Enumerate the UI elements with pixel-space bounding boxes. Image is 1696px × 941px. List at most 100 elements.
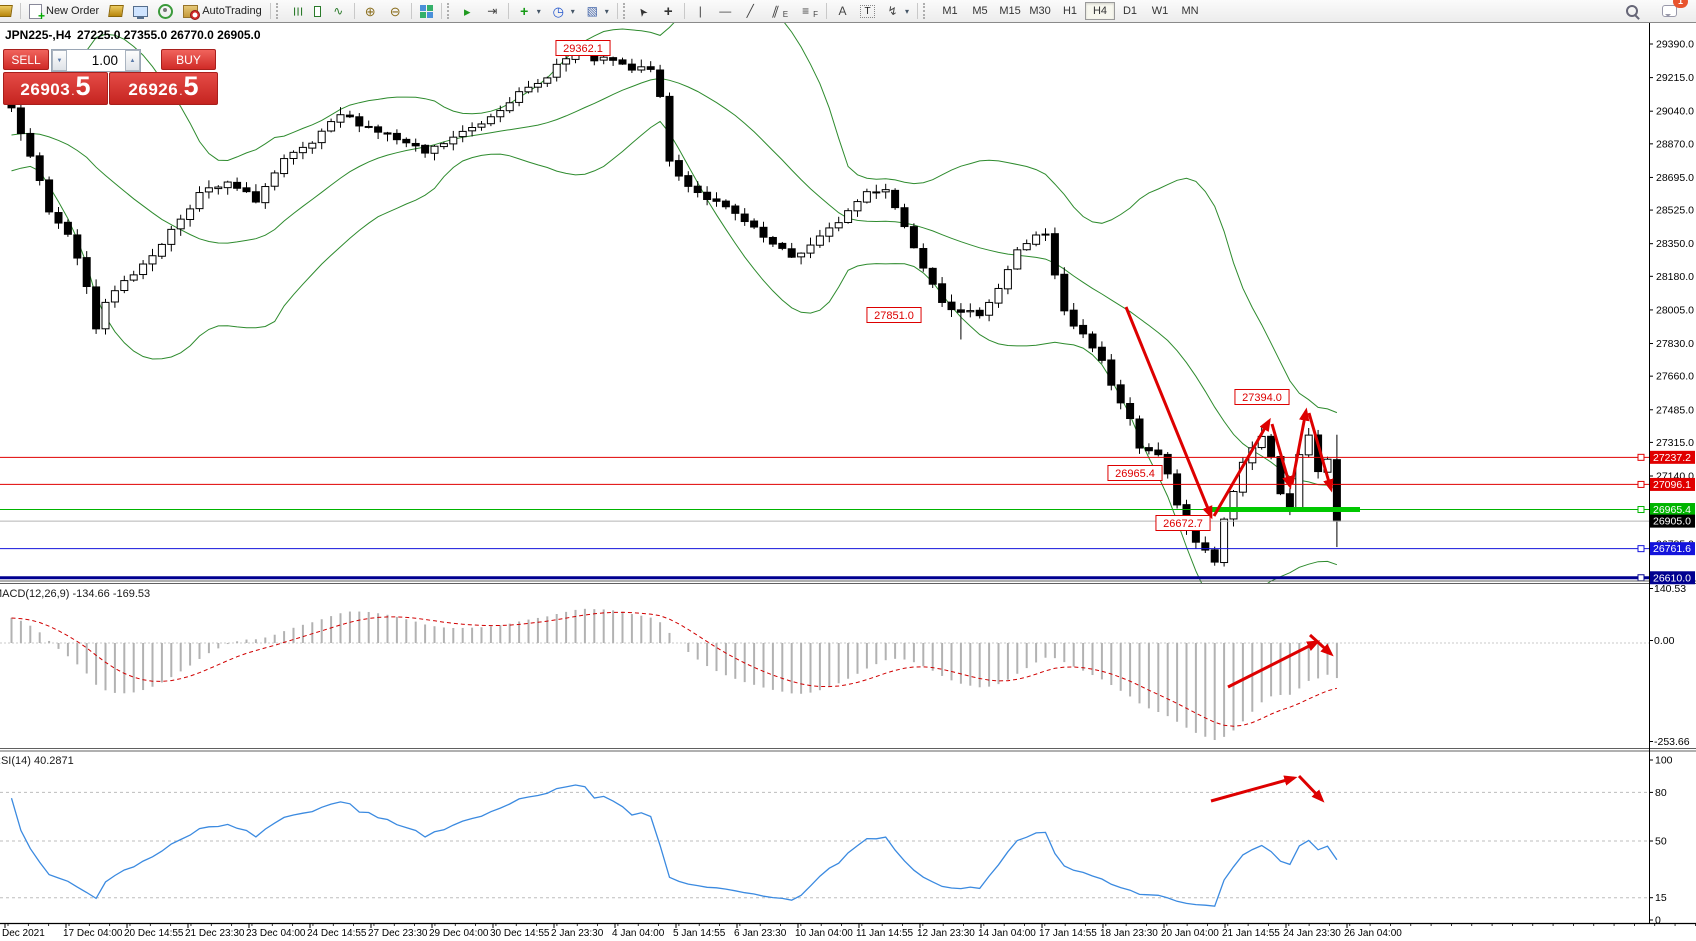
toolbar-buttons: New OrderAutoTrading☰∿⊕⊖▸⇥+▾◷▾▧▾➤+|—╱∥E≡… <box>0 1 931 23</box>
candle <box>938 283 947 303</box>
templates-button[interactable]: ▧ ▾ <box>580 1 614 21</box>
tf-button-m15[interactable]: M15 <box>995 2 1025 20</box>
new-order-button[interactable]: New Order <box>24 1 104 23</box>
candle <box>731 205 740 214</box>
annotation-box[interactable] <box>555 40 611 56</box>
candle <box>298 146 307 154</box>
zoom-in-icon[interactable]: ⊕ <box>358 1 383 21</box>
trend-arrow[interactable] <box>1210 775 1298 803</box>
trend-arrow[interactable] <box>1297 774 1325 803</box>
candle <box>872 191 881 194</box>
candle <box>1210 549 1219 563</box>
horizontal-line-icon[interactable]: — <box>713 1 738 21</box>
autotrading-button[interactable]: AutoTrading <box>178 1 267 21</box>
volume-increase-button[interactable]: ▲ <box>125 50 140 71</box>
trend-arrow[interactable] <box>1307 412 1334 493</box>
tf-button-d1[interactable]: D1 <box>1115 2 1145 20</box>
tf-button-h4[interactable]: H4 <box>1085 2 1116 20</box>
volume-box: ▼ ▲ <box>51 49 141 72</box>
tf-button-h1[interactable]: H1 <box>1055 2 1085 20</box>
periods-button[interactable]: ◷ ▾ <box>546 1 580 21</box>
arrows-tool-button[interactable]: ↯ ▾ <box>880 1 914 21</box>
text-icon[interactable]: A <box>830 1 855 21</box>
virtual-hosting-icon[interactable] <box>128 1 153 21</box>
buy-price-quote[interactable]: 26926. 5 <box>109 72 218 105</box>
equidistant-channel-icon[interactable]: ∥ E <box>763 1 793 21</box>
price-marker-box <box>1650 514 1695 528</box>
candle <box>1032 234 1041 245</box>
crosshair-icon[interactable]: + <box>656 1 681 21</box>
annotation-box[interactable] <box>1155 515 1211 531</box>
toolbar-grip <box>446 3 453 19</box>
candle <box>45 179 54 213</box>
candle <box>909 226 918 249</box>
trend-arrow[interactable] <box>1308 633 1334 657</box>
annotation-box[interactable] <box>1107 465 1163 481</box>
new-order-button-label: New Order <box>46 5 100 17</box>
tf-button-m30[interactable]: M30 <box>1025 2 1055 20</box>
metaeditor-icon[interactable] <box>104 1 128 21</box>
vertical-line-icon[interactable]: | <box>688 1 713 21</box>
cursor-icon[interactable]: ➤ <box>631 1 656 21</box>
tf-button-w1[interactable]: W1 <box>1145 2 1175 20</box>
toolbar-grip <box>275 3 282 19</box>
chart-window-icon[interactable] <box>0 1 17 21</box>
fibonacci-icon[interactable]: ≡ F <box>793 1 823 21</box>
buy-price-pips: 5 <box>183 71 199 101</box>
auto-scroll-icon[interactable]: ▸ <box>455 1 480 21</box>
candle <box>956 309 965 313</box>
signals-icon[interactable] <box>153 1 178 21</box>
price-tick-label: 28870.0 <box>1656 138 1694 150</box>
fibonacci-icon-icon: ≡ <box>802 3 810 18</box>
horizontal-line-icon-icon: — <box>719 3 732 18</box>
text-label-icon-icon: T <box>860 4 875 18</box>
chart-shift-icon[interactable]: ⇥ <box>480 1 505 21</box>
text-label-icon[interactable]: T <box>855 1 880 21</box>
rsi-line <box>10 784 1338 907</box>
annotation-box[interactable] <box>866 307 922 323</box>
line-handle <box>1637 480 1645 488</box>
candlestick-chart-icon[interactable] <box>309 1 326 21</box>
volume-input[interactable] <box>67 50 125 71</box>
candle <box>1154 449 1163 456</box>
templates-icon: ▧ <box>586 3 598 18</box>
annotation-box[interactable] <box>1234 389 1290 405</box>
trend-arrow[interactable] <box>1290 407 1310 485</box>
bar-chart-icon[interactable]: ☰ <box>284 1 309 21</box>
time-axis[interactable]: Dec 2021 17 Dec 04:00 20 Dec 14:55 21 Dec 2… <box>0 922 1696 939</box>
trend-arrow[interactable] <box>1124 306 1213 520</box>
candle <box>665 95 674 162</box>
volume-decrease-button[interactable]: ▼ <box>52 50 67 71</box>
notifications-button[interactable]: 1 <box>1657 0 1688 21</box>
candle <box>1013 249 1022 270</box>
icon-letter: F <box>813 9 818 19</box>
candle <box>1267 435 1276 457</box>
trendline-icon[interactable]: ╱ <box>738 1 763 21</box>
candle <box>656 69 665 97</box>
zoom-out-icon[interactable]: ⊖ <box>383 1 408 21</box>
line-chart-icon[interactable]: ∿ <box>326 1 351 21</box>
trend-arrow[interactable] <box>1270 423 1293 490</box>
tf-button-m1[interactable]: M1 <box>935 2 965 20</box>
sell-price-quote[interactable]: 26903. 5 <box>3 72 108 105</box>
candle <box>486 116 495 125</box>
buy-button[interactable]: BUY <box>161 49 216 70</box>
candle <box>139 263 148 276</box>
trend-arrow[interactable] <box>1212 417 1271 517</box>
price-tick-label: 28525.0 <box>1656 205 1694 217</box>
price-axis[interactable]: 29390.0 29215.0 29040.0 28870.0 28695.0 28525… <box>1649 23 1695 927</box>
search-button[interactable] <box>1621 1 1643 21</box>
tf-button-mn[interactable]: MN <box>1175 2 1205 20</box>
candle <box>712 198 721 202</box>
bollinger-bands <box>11 23 1338 583</box>
new-chart-button[interactable]: + ▾ <box>512 1 546 21</box>
candle <box>449 136 458 145</box>
tile-windows-icon[interactable] <box>415 1 438 21</box>
candle <box>308 142 317 149</box>
sell-button[interactable]: SELL <box>3 49 49 70</box>
candle <box>1220 518 1229 564</box>
trend-arrow[interactable] <box>1227 640 1321 689</box>
candle <box>1304 434 1313 456</box>
candle <box>336 114 345 123</box>
tf-button-m5[interactable]: M5 <box>965 2 995 20</box>
